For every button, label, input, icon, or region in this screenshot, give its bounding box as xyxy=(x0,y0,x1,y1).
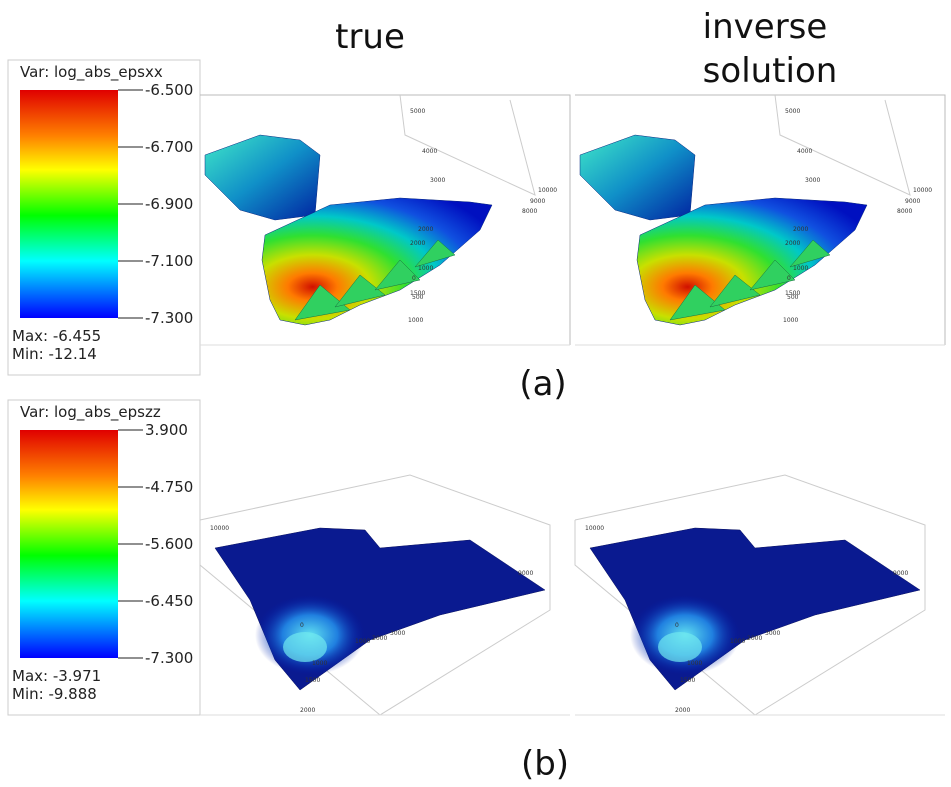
colorbar-tick-label: -7.300 xyxy=(145,309,193,327)
axis-tick-label: 1500 xyxy=(410,290,425,297)
axis-tick-label: 0 xyxy=(412,275,416,282)
surface-fin xyxy=(294,284,351,321)
colorbar-tick-label: -6.500 xyxy=(145,81,193,99)
axis-box xyxy=(399,94,536,196)
axis-tick-label: 3000 xyxy=(805,177,820,184)
colorbar-tick-label: -6.450 xyxy=(145,592,193,610)
axis-box xyxy=(200,94,571,345)
axis-tick-label: 500 xyxy=(787,294,799,301)
axis-box xyxy=(774,94,911,196)
axis-tick-label: 0 xyxy=(675,622,679,629)
surface xyxy=(204,134,321,221)
axis-tick-label: 1000 xyxy=(793,265,808,272)
axis-tick-label: 9000 xyxy=(905,198,920,205)
axis-tick-label: 2000 xyxy=(675,707,690,714)
axis-tick-label: 5000 xyxy=(785,108,800,115)
axis-tick-label: 9000 xyxy=(893,570,908,577)
axis-tick-label: 500 xyxy=(412,294,424,301)
axis-tick-label: 1000 xyxy=(408,317,423,324)
axis-tick-label: 3000 xyxy=(765,630,780,637)
axis-tick-label: 2000 xyxy=(747,635,762,642)
axis-tick-label: 10000 xyxy=(538,187,557,194)
axis-tick-label: 2000 xyxy=(300,707,315,714)
axis-tick-label: 8000 xyxy=(897,208,912,215)
axis-tick-label: 1000 xyxy=(783,317,798,324)
colorbar-var: Var: log_abs_epszz xyxy=(20,403,161,422)
axis-tick-label: 4000 xyxy=(797,148,812,155)
colorbar-max: Max: -6.455 xyxy=(12,327,101,345)
colorbar-max: Max: -3.971 xyxy=(12,667,101,685)
surface-fin xyxy=(669,284,726,321)
axis-tick-label: 2000 xyxy=(418,226,433,233)
colorbar-tick-label: -7.300 xyxy=(145,649,193,667)
colorbar-var: Var: log_abs_epsxx xyxy=(20,63,163,82)
axis-tick-label: 1500 xyxy=(680,677,695,684)
axis-tick-label: 1000 xyxy=(730,638,745,645)
colorbar-tick-label: -7.100 xyxy=(145,252,193,270)
axis-tick-label: 3000 xyxy=(430,177,445,184)
plot-3d: 1000090008000500040003000200010002000150… xyxy=(200,94,571,346)
axis-tick-label: 0 xyxy=(787,275,791,282)
axis-tick-label: 1000 xyxy=(687,660,702,667)
axis-tick-label: 10000 xyxy=(210,525,229,532)
panel-label: (a) xyxy=(519,364,566,404)
axis-box xyxy=(575,94,946,345)
colorbar-tick-label: 3.900 xyxy=(145,421,188,439)
colorbar-min: Min: -9.888 xyxy=(12,685,97,703)
axis-tick-label: 0 xyxy=(300,622,304,629)
axis-tick-label: 2000 xyxy=(793,226,808,233)
colorbar-tick-label: -6.700 xyxy=(145,138,193,156)
surface-fin xyxy=(789,239,831,268)
surface xyxy=(214,527,546,691)
colorbar-min: Min: -12.14 xyxy=(12,345,97,363)
axis-tick-label: 9000 xyxy=(518,570,533,577)
axis-tick-label: 8000 xyxy=(522,208,537,215)
surface xyxy=(579,134,696,221)
axis-tick-label: 2000 xyxy=(785,240,800,247)
axis-tick-label: 1000 xyxy=(312,660,327,667)
axis-tick-label: 5000 xyxy=(410,108,425,115)
surface-blob xyxy=(283,632,327,662)
surface-fin xyxy=(334,274,386,308)
axis-tick-label: 1500 xyxy=(785,290,800,297)
axis-tick-label: 4000 xyxy=(422,148,437,155)
column-title: inverse xyxy=(703,7,828,47)
axis-tick-label: 10000 xyxy=(585,525,604,532)
colorbar xyxy=(20,90,118,318)
plot-3d: 1000090008000500040003000200010002000150… xyxy=(575,94,946,346)
axis-box xyxy=(574,474,926,716)
colorbar-tick-label: -4.750 xyxy=(145,478,193,496)
axis-tick-label: 3000 xyxy=(390,630,405,637)
column-title: true xyxy=(335,17,405,57)
surface xyxy=(589,527,921,691)
colorbar-tick-label: -6.900 xyxy=(145,195,193,213)
surface-blob xyxy=(658,632,702,662)
surface-fin xyxy=(414,239,456,268)
colorbar-tick-label: -5.600 xyxy=(145,535,193,553)
axis-tick-label: 2000 xyxy=(372,635,387,642)
axis-box xyxy=(199,474,551,716)
axis-tick-label: 1500 xyxy=(305,677,320,684)
axis-tick-label: 10000 xyxy=(913,187,932,194)
axis-tick-label: 2000 xyxy=(410,240,425,247)
surface-fin xyxy=(374,259,421,291)
axis-tick-label: 9000 xyxy=(530,198,545,205)
surface-fin xyxy=(709,274,761,308)
axis-tick-label: 1000 xyxy=(355,638,370,645)
column-title: solution xyxy=(703,51,838,91)
surface-fin xyxy=(749,259,796,291)
axis-tick-label: 1000 xyxy=(418,265,433,272)
colorbar xyxy=(20,430,118,658)
panel-label: (b) xyxy=(521,744,569,784)
